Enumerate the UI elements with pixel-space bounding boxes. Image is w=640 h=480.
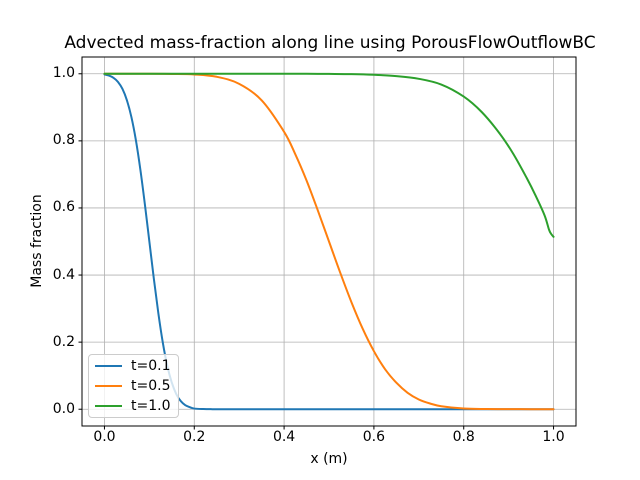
y-tick-label: 0.6 bbox=[52, 199, 75, 216]
legend-item: t=0.5 bbox=[89, 376, 178, 396]
x-tick-label: 0.0 bbox=[93, 429, 116, 445]
line-t=0.5 bbox=[103, 72, 555, 411]
legend-label: t=0.5 bbox=[131, 378, 171, 394]
y-tick-label: 1.0 bbox=[52, 65, 75, 82]
legend-item: t=1.0 bbox=[89, 396, 178, 416]
x-tick-label: 1.0 bbox=[542, 429, 565, 445]
legend-line-sample bbox=[95, 364, 122, 368]
axes-spines bbox=[81, 56, 577, 427]
legend-item: t=0.1 bbox=[89, 356, 178, 376]
legend-line-sample bbox=[95, 404, 122, 408]
y-tick-label: 0.4 bbox=[52, 266, 75, 283]
legend-line-sample bbox=[95, 384, 122, 388]
line-t=1.0 bbox=[103, 72, 555, 238]
y-tick-label: 0.2 bbox=[52, 333, 75, 350]
x-axis-label: x (m) bbox=[310, 451, 348, 467]
chart-title: Advected mass-fraction along line using … bbox=[64, 33, 596, 53]
x-tick-label: 0.2 bbox=[183, 429, 206, 445]
legend-label: t=0.1 bbox=[131, 358, 171, 374]
x-tick-label: 0.6 bbox=[362, 429, 386, 445]
x-tick-label: 0.8 bbox=[452, 429, 475, 445]
legend: t=0.1 t=0.5 t=1.0 bbox=[88, 354, 179, 418]
legend-label: t=1.0 bbox=[131, 398, 171, 414]
y-tick-label: 0.0 bbox=[52, 400, 75, 417]
y-tick-label: 0.8 bbox=[52, 132, 75, 149]
x-tick-label: 0.4 bbox=[272, 429, 296, 445]
